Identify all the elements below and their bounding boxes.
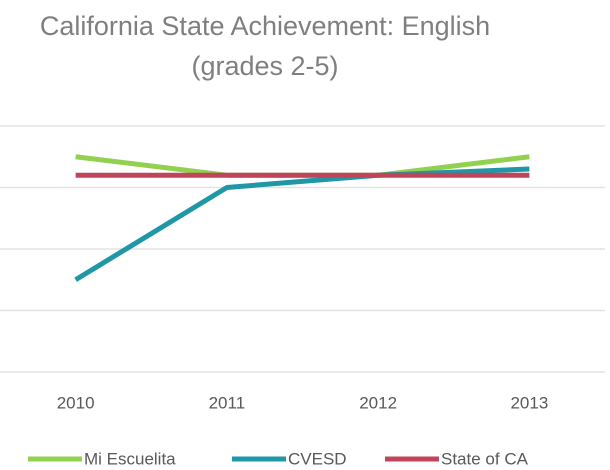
chart-title: California State Achievement: English: [40, 11, 490, 41]
legend-label: CVESD: [288, 449, 347, 468]
series-line: [74, 166, 530, 282]
chart-title: (grades 2-5): [191, 51, 338, 81]
x-tick-label: 2013: [510, 393, 548, 412]
legend-label: State of CA: [441, 449, 529, 468]
legend-label: Mi Escuelita: [84, 449, 176, 468]
x-tick-label: 2012: [359, 393, 397, 412]
x-tick-label: 2010: [57, 393, 95, 412]
x-tick-label: 2011: [209, 393, 246, 412]
